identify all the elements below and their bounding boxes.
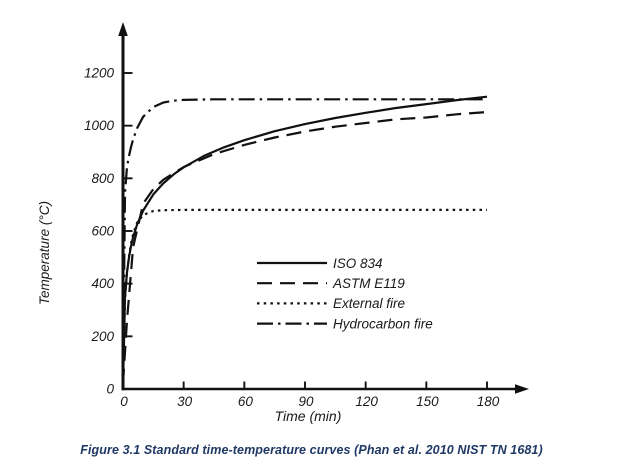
y-tick-label-400: 400 [91, 276, 114, 291]
y-axis-title: Temperature (°C) [37, 201, 52, 305]
series-line-external-fire [121, 208, 487, 384]
figure-caption: Figure 3.1 Standard time-temperature cur… [80, 443, 543, 457]
x-tick-label-0: 0 [120, 394, 128, 409]
legend-label-iso-834: ISO 834 [333, 256, 383, 271]
y-tick-label-1000: 1000 [84, 118, 115, 133]
legend-label-astm-e119: ASTM E119 [332, 276, 405, 291]
y-tick-label-1200: 1200 [84, 66, 115, 81]
y-tick-label-200: 200 [90, 329, 114, 344]
x-tick-label-150: 150 [416, 394, 439, 409]
x-tick-label-120: 120 [355, 394, 378, 409]
x-axis-title: Time (min) [275, 408, 342, 424]
y-tick-label-800: 800 [91, 171, 114, 186]
legend-label-external-fire: External fire [333, 296, 405, 311]
x-tick-label-90: 90 [298, 394, 314, 409]
time-temperature-chart: 0 200 400 600 800 1000 1200 0 30 60 90 120 150 180 Tim… [37, 22, 529, 424]
chart-canvas: 0 200 400 600 800 1000 1200 0 30 60 90 120 150 180 Tim… [37, 22, 529, 424]
y-axis-arrow-icon [118, 22, 128, 36]
x-tick-label-30: 30 [177, 394, 193, 409]
y-tick-label-0: 0 [106, 382, 114, 397]
series-line-hydrocarbon-fire [121, 98, 487, 384]
x-tick-label-180: 180 [477, 394, 500, 409]
series-line-iso-834 [121, 95, 488, 384]
x-tick-label-60: 60 [238, 394, 254, 409]
x-axis-arrow-icon [515, 384, 529, 394]
y-tick-label-600: 600 [91, 224, 114, 239]
legend-label-hydrocarbon-fire: Hydrocarbon fire [333, 316, 433, 331]
series-line-astm-e119 [121, 110, 488, 384]
